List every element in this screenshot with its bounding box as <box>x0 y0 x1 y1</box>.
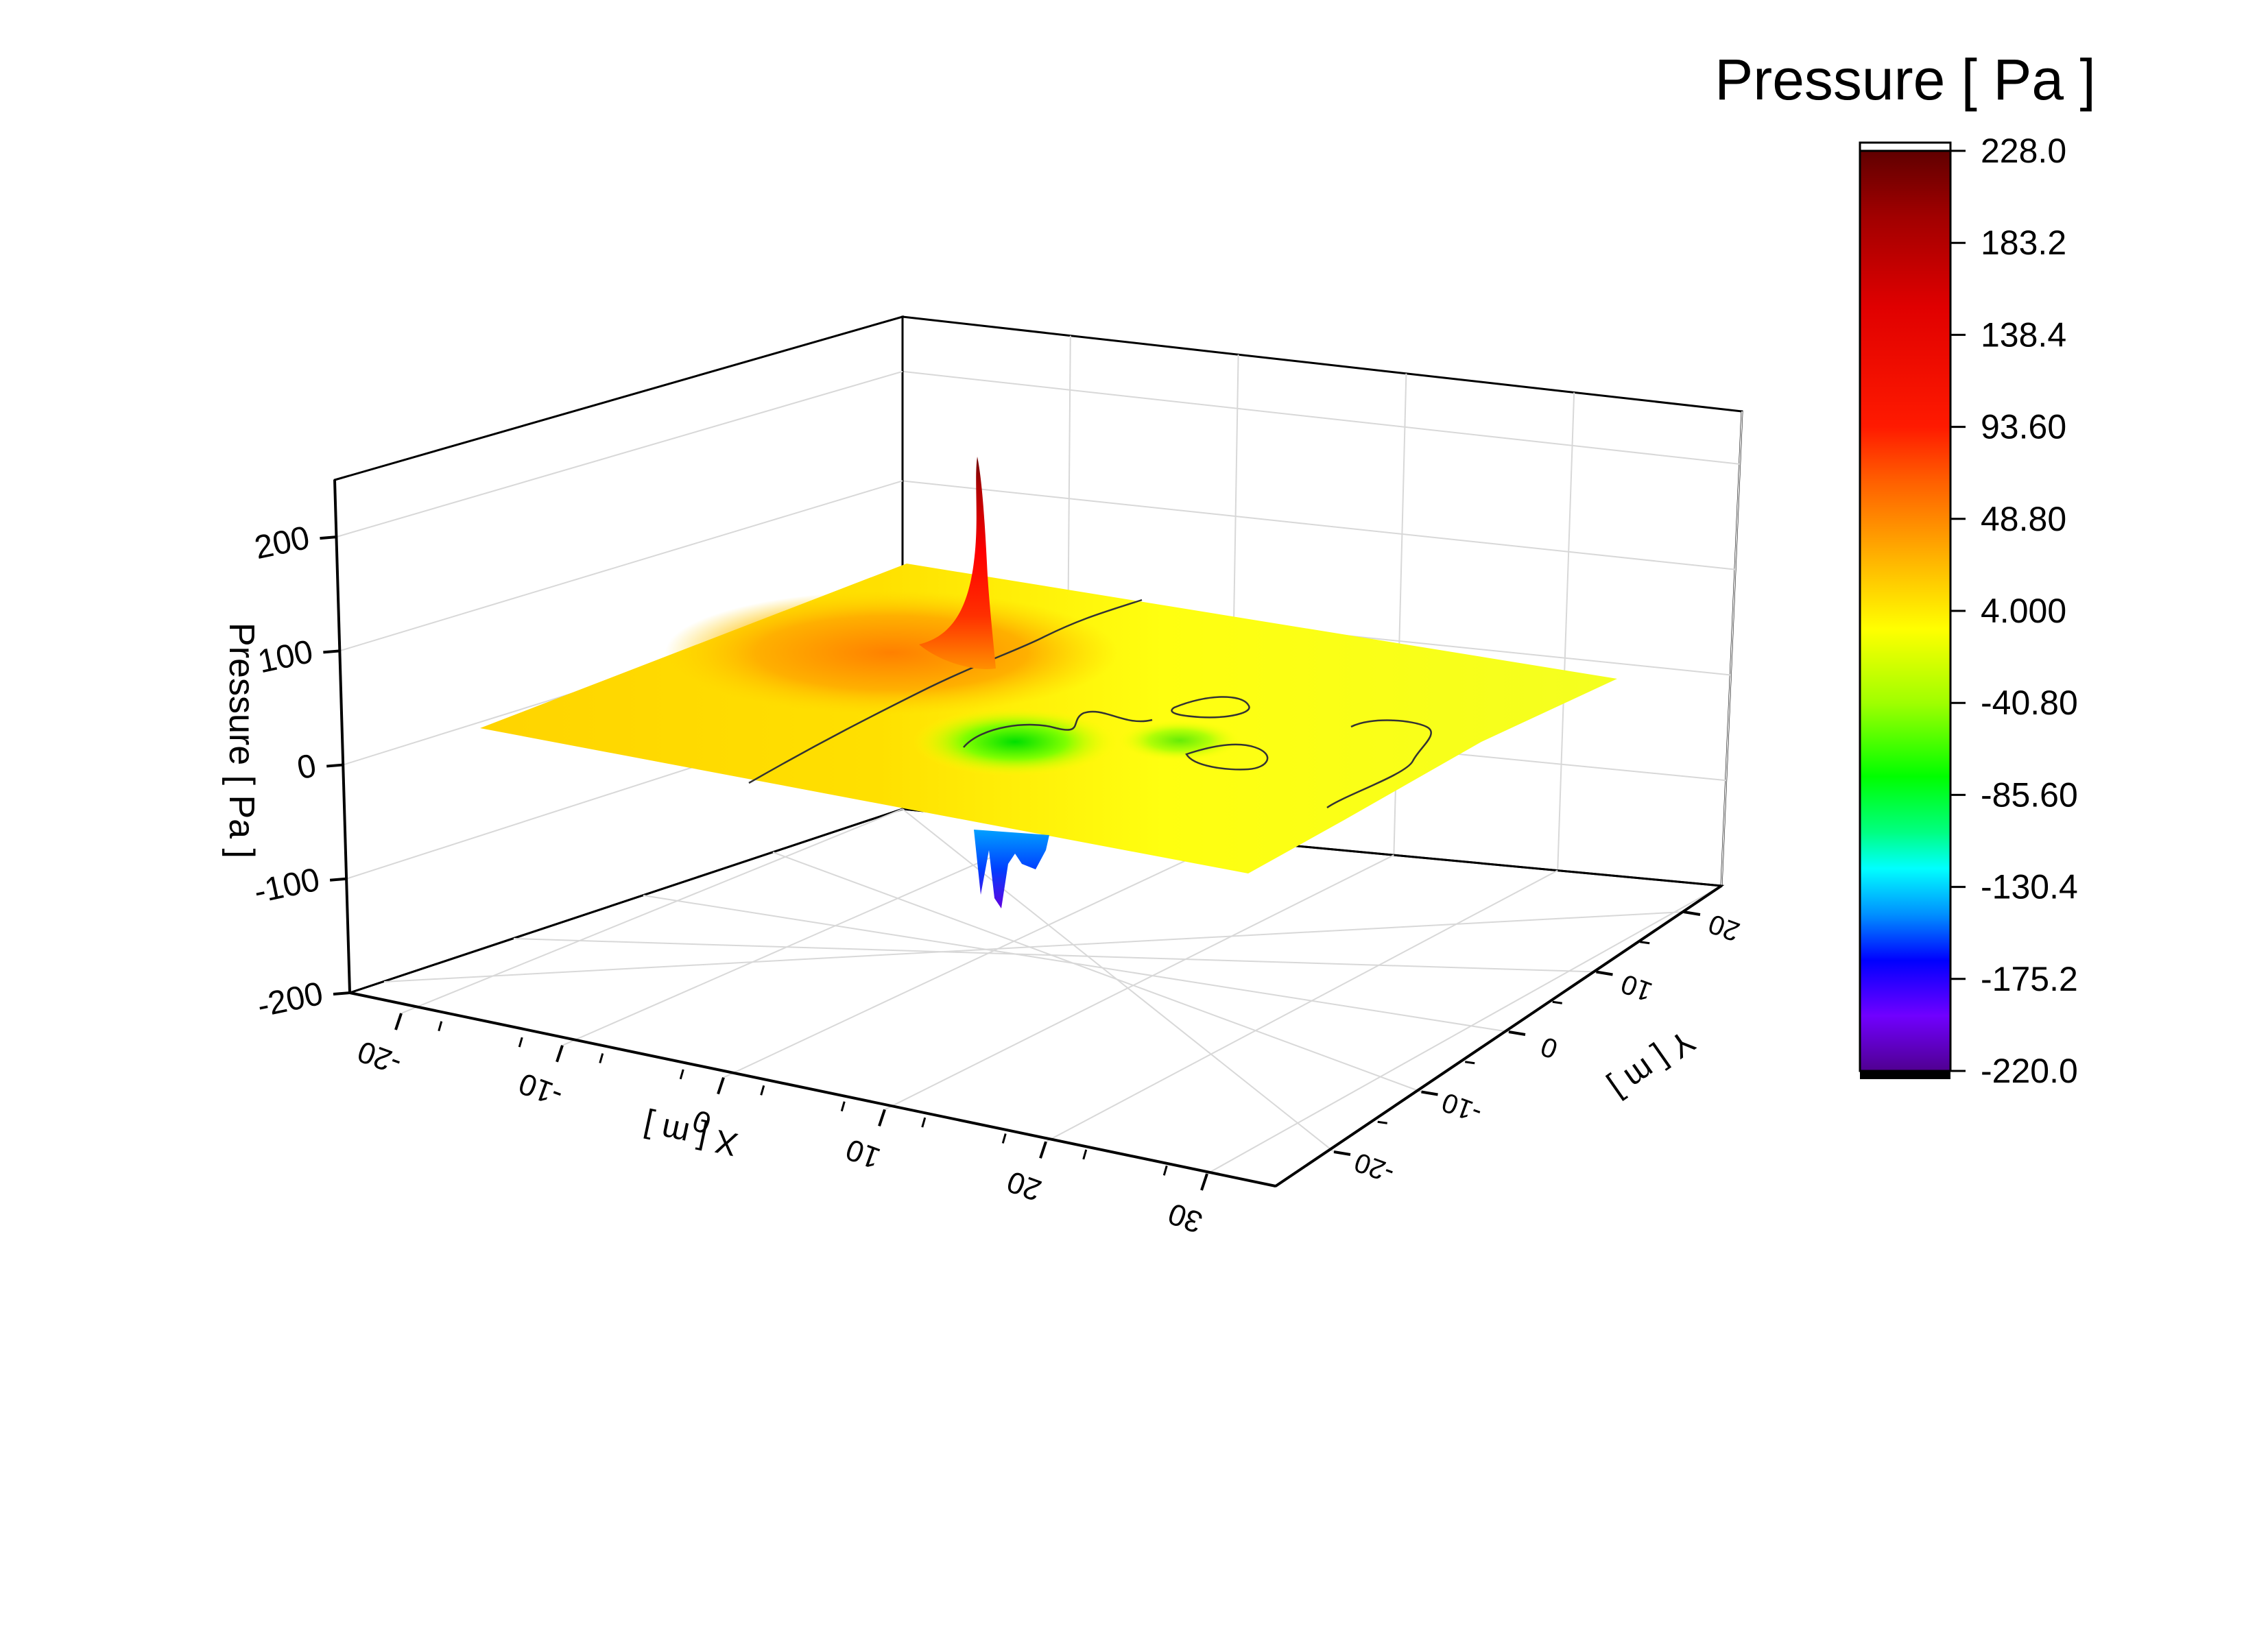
y-axis-title: Y [ m ] <box>1603 1022 1701 1106</box>
x-minor-tick <box>599 1053 604 1063</box>
x-grid-back <box>1557 392 1575 871</box>
y-axis-line <box>1274 884 1723 1187</box>
colorbar-tick-label: -175.2 <box>1981 960 2078 998</box>
z-tick-label: 200 <box>252 520 313 566</box>
contour-loop-1 <box>963 710 1153 748</box>
y-tick <box>1421 1090 1438 1096</box>
green-region <box>912 708 1118 776</box>
x-tick-label: 10 <box>841 1132 885 1175</box>
y-tick-label: -20 <box>1350 1146 1398 1188</box>
z-tick-label: -200 <box>254 976 326 1025</box>
z-tick-label: 0 <box>294 747 320 786</box>
x-minor-tick <box>679 1069 684 1080</box>
colorbar-tick-label: 183.2 <box>1981 224 2066 262</box>
x-tick-label: -20 <box>353 1034 406 1081</box>
x-minor-tick <box>1082 1149 1088 1160</box>
x-tick <box>394 1013 403 1030</box>
axis-lines <box>333 479 1723 1187</box>
x-grid-floor <box>884 854 1394 1111</box>
colorbar-tick-label: 48.80 <box>1981 500 2066 538</box>
orange-region <box>665 591 1118 714</box>
z-tick <box>323 649 340 654</box>
z-axis-title: Pressure [ Pa ] <box>222 623 261 858</box>
x-tick-label: -10 <box>514 1066 567 1113</box>
y-grid-floor <box>772 852 1422 1093</box>
y-tick <box>1508 1030 1526 1036</box>
x-minor-tick <box>840 1101 846 1112</box>
x-minor-tick <box>1001 1133 1007 1144</box>
x-minor-tick <box>1162 1165 1168 1176</box>
y-grid-floor <box>513 938 1597 973</box>
y-minor-tick <box>1465 1061 1475 1065</box>
positive-peak <box>919 457 996 669</box>
colorbar-gradient <box>1859 149 1952 1072</box>
contour-loop-4 <box>1326 719 1432 809</box>
colorbar-black-cap <box>1860 1071 1950 1079</box>
contour-loop-2 <box>1171 696 1250 719</box>
y-tick <box>1596 970 1613 976</box>
colorbar-tick-label: 93.60 <box>1981 408 2066 446</box>
green-region-2 <box>1118 720 1241 761</box>
floor-grid <box>346 808 1725 1187</box>
x-grid-floor <box>1045 869 1558 1143</box>
x-tick-label: 30 <box>1164 1196 1207 1240</box>
x-minor-tick <box>921 1117 927 1128</box>
x-minor-tick <box>760 1085 765 1096</box>
x-axis-title: X [ m ] <box>640 1107 741 1163</box>
z-grid-back <box>902 480 1736 570</box>
colorbar-title: Pressure [ Pa ] <box>1715 47 2096 112</box>
colorbar-tick-label: -40.80 <box>1981 684 2078 722</box>
x-tick <box>1039 1141 1047 1159</box>
z-tick <box>329 877 347 882</box>
colorbar-tick-label: -130.4 <box>1981 868 2078 906</box>
y-minor-tick <box>1552 1000 1562 1004</box>
z-axis-ticks: -200 -100 0 100 200 <box>251 520 350 1025</box>
negative-trough <box>974 830 1049 908</box>
z-axis-line <box>333 479 351 993</box>
x-tick <box>717 1076 725 1095</box>
colorbar-white-cap <box>1859 141 1952 152</box>
z-grid-back <box>902 370 1740 465</box>
y-tick-label: 0 <box>1537 1030 1562 1064</box>
y-tick-label: 20 <box>1705 908 1744 948</box>
y-tick-label: -10 <box>1438 1087 1485 1129</box>
colorbar-ticks: 228.0 183.2 138.4 93.60 48.80 4.000 -40.80 -85.… <box>1950 132 2078 1090</box>
y-tick-label: 10 <box>1617 968 1656 1007</box>
y-grid-floor <box>643 895 1509 1033</box>
colorbar-tick-label: 228.0 <box>1981 132 2066 170</box>
x-tick <box>878 1109 886 1127</box>
x-grid-floor <box>723 839 1231 1078</box>
pressure-surface <box>480 457 1617 908</box>
colorbar: Pressure [ Pa ] 228.0 183.2 138.4 93.60 48.8… <box>1715 47 2096 1090</box>
x-tick <box>556 1045 564 1063</box>
contour-loop-3 <box>1185 743 1269 771</box>
colorbar-tick-label: 4.000 <box>1981 592 2066 630</box>
x-tick-label: 20 <box>1003 1164 1046 1207</box>
colorbar-tick-label: -85.60 <box>1981 775 2078 814</box>
z-tick-label: -100 <box>251 861 323 911</box>
x-grid-floor <box>401 808 903 1014</box>
x-grid-floor <box>1206 885 1722 1174</box>
z-tick-label: 100 <box>255 634 316 680</box>
x-grid-back <box>1721 411 1743 887</box>
x-tick <box>1200 1173 1208 1191</box>
y-tick <box>1683 911 1701 916</box>
colorbar-tick-label: -220.0 <box>1981 1052 2078 1090</box>
x-minor-tick <box>518 1037 523 1048</box>
z-tick <box>326 763 344 768</box>
z-tick <box>320 535 337 540</box>
y-tick <box>1333 1150 1351 1156</box>
y-minor-tick <box>1640 941 1650 945</box>
y-grid-floor <box>383 911 1684 982</box>
z-grid-left <box>336 370 903 538</box>
x-axis-line <box>349 991 1276 1187</box>
y-minor-tick <box>1377 1120 1387 1124</box>
x-minor-tick <box>438 1021 443 1032</box>
colorbar-tick-label: 138.4 <box>1981 315 2066 354</box>
z-grid-left <box>339 480 903 652</box>
z-tick <box>333 991 350 996</box>
